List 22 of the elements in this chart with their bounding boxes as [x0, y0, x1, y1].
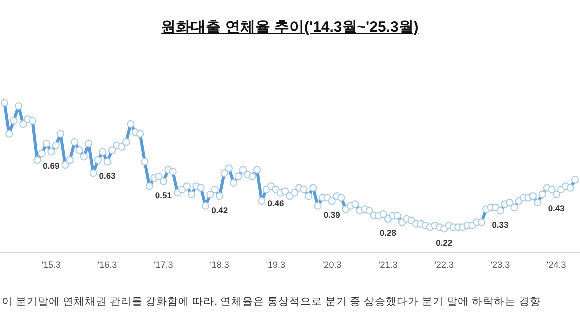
- x-tick-label: '18.3: [210, 260, 230, 270]
- x-tick-label: '16.3: [98, 260, 118, 270]
- data-label: 0.33: [492, 220, 510, 230]
- x-tick-label: '23.3: [490, 260, 510, 270]
- data-label: 0.42: [212, 205, 228, 216]
- data-label: 0.51: [155, 190, 172, 201]
- chart-title: 원화대출 연체율 추이('14.3월~'25.3월): [161, 19, 419, 36]
- x-tick-label: '22.3: [434, 260, 454, 270]
- data-label: 0.22: [436, 238, 453, 248]
- data-label: 0.69: [43, 161, 60, 172]
- data-label: 0.43: [548, 204, 566, 214]
- x-tick-label: '21.3: [378, 260, 398, 270]
- text: 이 분기말에 연체채권 관리를 강화함에 따라, 연체율은 통상적으로 분기 중 상승했다가 분기 말에 하락하는 경향: [2, 296, 541, 308]
- data-label: 0.63: [99, 170, 116, 181]
- x-tick-label: '20.3: [322, 260, 342, 270]
- x-tick-label: '24.3: [546, 260, 566, 270]
- x-tick-label: '17.3: [154, 260, 174, 270]
- data-label: 0.39: [324, 210, 341, 220]
- data-label: 0.28: [380, 228, 397, 238]
- x-tick-label: '15.3: [42, 260, 62, 270]
- data-label: 0.46: [268, 198, 285, 209]
- x-tick-label: '19.3: [266, 260, 286, 270]
